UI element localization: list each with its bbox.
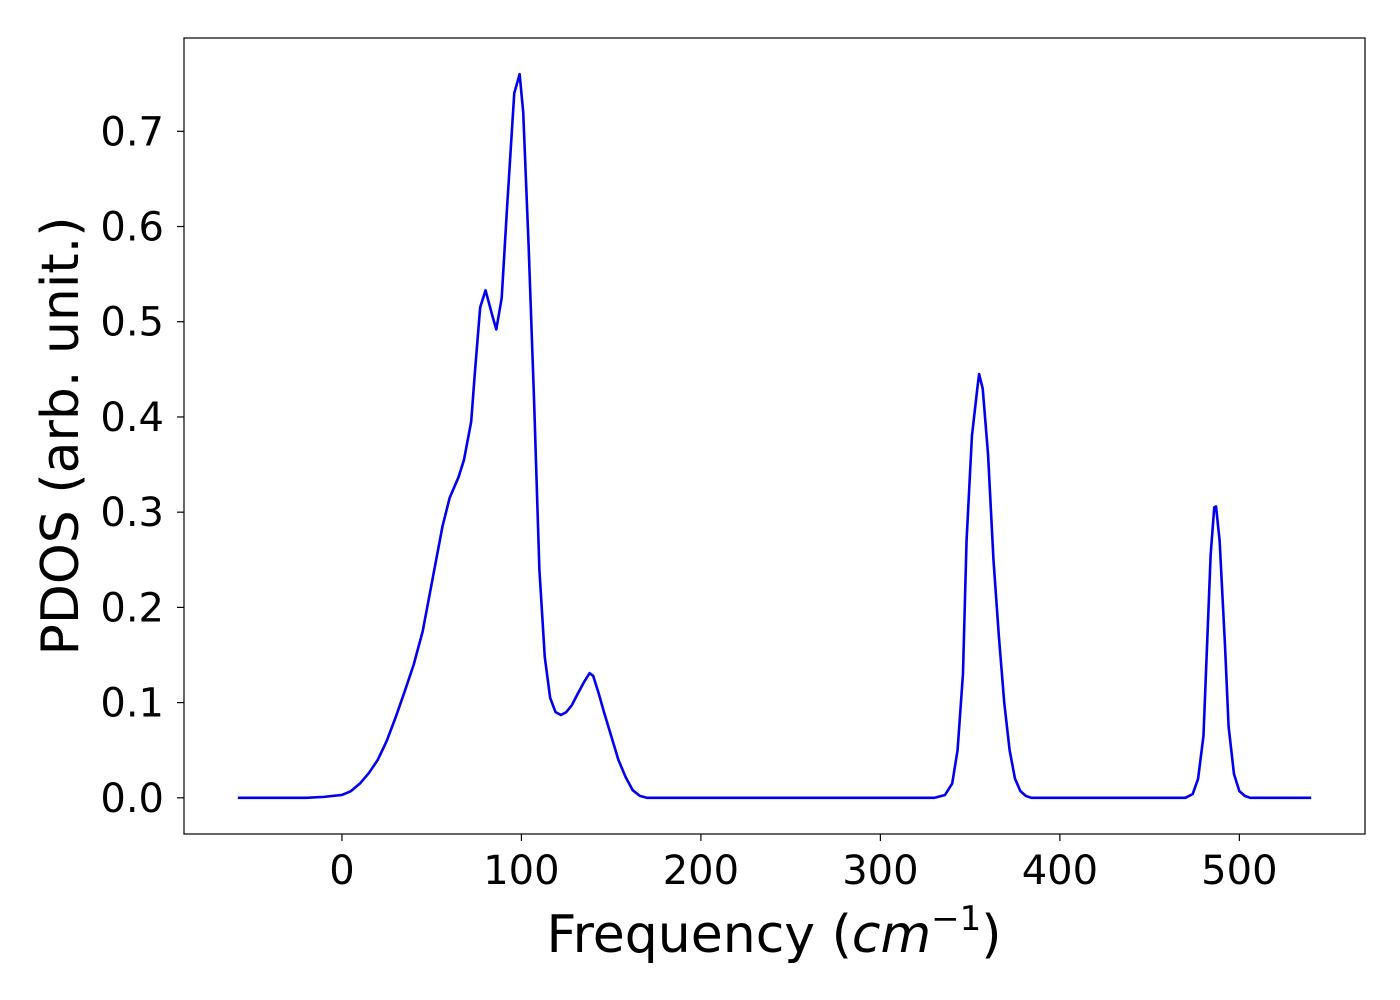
plot-frame [183, 37, 1366, 835]
y-tick-label: 0.0 [100, 776, 164, 822]
y-tick-label: 0.1 [100, 681, 164, 727]
x-axis-label: Frequency (cm−1) [546, 899, 1001, 965]
y-tick-label: 0.6 [100, 205, 164, 251]
x-tick-label: 500 [1201, 848, 1277, 894]
x-axis-label-math: cm [852, 905, 931, 965]
y-tick-label: 0.5 [100, 300, 164, 346]
x-tick-label: 400 [1022, 848, 1098, 894]
x-tick-label: 100 [483, 848, 559, 894]
x-axis-label-exponent: −1 [931, 899, 981, 939]
y-tick-label: 0.4 [100, 395, 164, 441]
y-tick-label: 0.7 [100, 109, 164, 155]
plot-area [237, 72, 1312, 800]
y-axis-label: PDOS (arb. unit.) [31, 216, 91, 655]
x-tick-label: 300 [842, 848, 918, 894]
y-tick-label: 0.2 [100, 585, 164, 631]
y-tick-label: 0.3 [100, 490, 164, 536]
pdos-series-line-0 [237, 72, 1312, 800]
x-tick-label: 0 [329, 848, 354, 894]
y-axis: 0.0 0.1 0.2 0.3 0.4 0.5 0.6 0.7 [100, 109, 184, 822]
x-axis-label-close: ) [981, 905, 1001, 965]
x-axis: 0 100 200 300 400 500 [329, 834, 1278, 894]
x-tick-label: 200 [663, 848, 739, 894]
